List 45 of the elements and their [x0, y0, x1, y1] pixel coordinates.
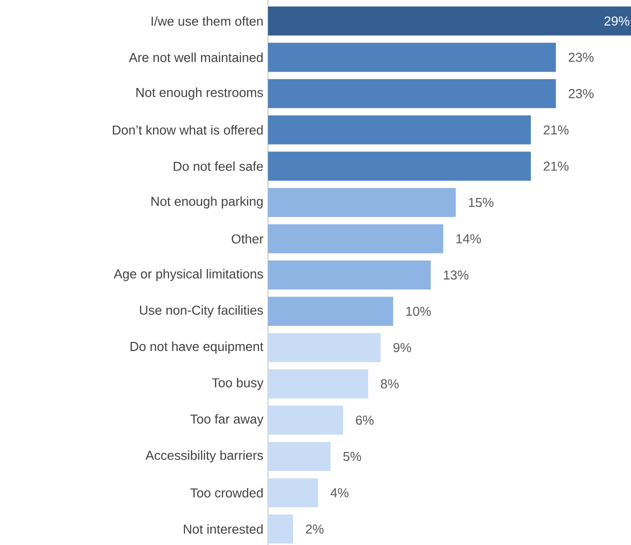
- bar: [268, 442, 331, 471]
- bar: [268, 152, 531, 181]
- data-label: 10%: [406, 306, 431, 316]
- bar: [268, 514, 294, 544]
- bar: [268, 406, 344, 435]
- y-tick-label: Not interested: [184, 524, 263, 534]
- bar: [268, 6, 631, 36]
- bar: [268, 115, 531, 144]
- y-tick-label: Accessibility barriers: [145, 450, 263, 462]
- data-label: 29%: [604, 16, 630, 26]
- data-label: 14%: [456, 234, 481, 244]
- y-tick-label: Not enough parking: [152, 196, 263, 208]
- bar: [268, 478, 318, 508]
- bar: [268, 260, 431, 290]
- data-label: 21%: [544, 125, 569, 134]
- bar: [268, 224, 444, 254]
- bar: [268, 42, 556, 72]
- bar: [268, 296, 394, 326]
- bar: [268, 369, 368, 398]
- y-tick-label: Do not feel safe: [174, 161, 263, 171]
- y-tick-label: Use non-City facilities: [140, 305, 263, 318]
- y-tick-label: Too busy: [212, 378, 264, 390]
- data-label: 23%: [568, 52, 594, 62]
- bar: [268, 79, 556, 108]
- data-label: 15%: [468, 198, 494, 208]
- bar: [268, 188, 456, 217]
- y-tick-label: Don’t know what is offered: [112, 125, 263, 135]
- data-label: 23%: [568, 89, 594, 98]
- data-label: 13%: [444, 270, 468, 280]
- y-tick-label: Too far away: [190, 414, 264, 426]
- y-tick-label: I/we use them often: [152, 16, 263, 26]
- data-label: 4%: [330, 488, 349, 498]
- y-tick-label: Not enough restrooms: [136, 88, 263, 100]
- data-label: 9%: [393, 343, 412, 352]
- data-label: 6%: [356, 416, 374, 425]
- y-tick-label: Are not well maintained: [128, 52, 263, 62]
- data-label: 8%: [380, 379, 399, 388]
- bar: [268, 333, 381, 362]
- y-tick-label: Other: [232, 234, 264, 244]
- data-label: 21%: [544, 162, 569, 171]
- data-label: 2%: [306, 524, 324, 534]
- data-label: 5%: [343, 452, 362, 462]
- y-tick-label: Age or physical limitations: [114, 268, 263, 282]
- y-tick-label: Too crowded: [190, 488, 263, 498]
- y-tick-label: Do not have equipment: [130, 342, 264, 354]
